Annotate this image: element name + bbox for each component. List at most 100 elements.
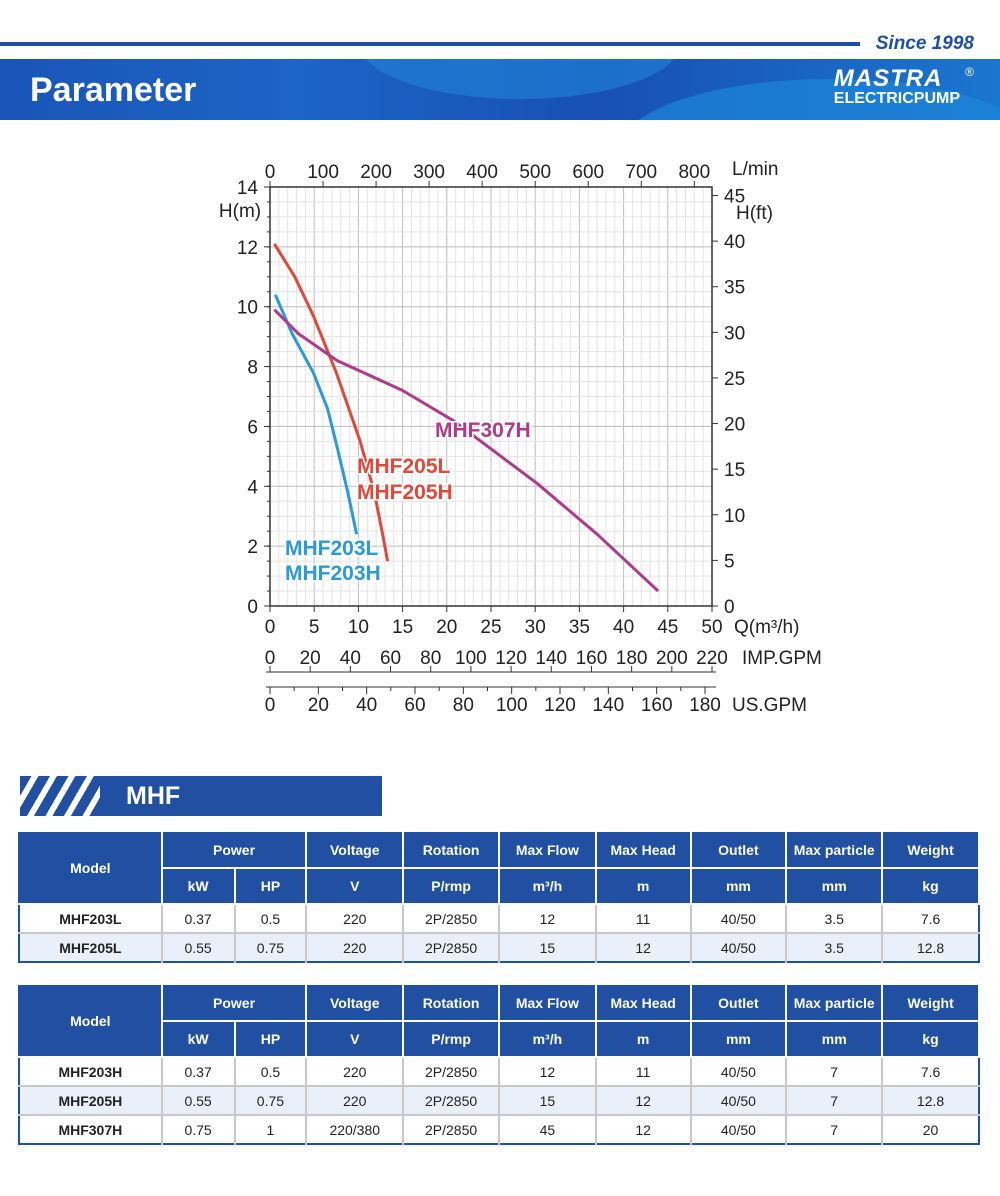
unit-header: m (594, 868, 692, 905)
right-tick-label: 25 (724, 369, 745, 390)
spec-table-l: Model Power Voltage Rotation Max Flow Max Hea… (18, 832, 980, 963)
x-tick-label: 15 (392, 617, 413, 638)
table-cell: 12 (594, 932, 691, 962)
table-row: MHF307H 0.75 1 220/380 2P/2850 45 12 40/50 7 20 (19, 1114, 979, 1144)
series-label: MHF307H (435, 419, 531, 442)
header-max-head: Max Head (594, 985, 692, 1022)
table-cell: 1 (233, 1114, 307, 1144)
top-tick-label: 300 (413, 162, 445, 183)
header-rotation: Rotation (402, 985, 500, 1022)
unit-header: mm (785, 868, 884, 905)
unit-header: V (305, 868, 405, 905)
top-tick-label: 500 (519, 162, 551, 183)
logo-subtitle: ELECTRICPUMP (833, 90, 960, 107)
unit-header: mm (689, 868, 788, 905)
us-tick-label: 60 (404, 695, 425, 716)
unit-header: P/rmp (402, 1021, 500, 1058)
right-axis-label: H(ft) (736, 203, 773, 224)
table-cell: 220 (305, 1057, 404, 1086)
x-tick-label: 20 (436, 617, 457, 638)
x-tick-label: 45 (657, 617, 678, 638)
header-max-particle: Max particle (785, 985, 884, 1022)
table-cell: MHF205H (19, 1085, 162, 1115)
table-cell: 11 (594, 1057, 691, 1086)
section-banner: MHF (20, 776, 382, 816)
table-row: MHF203L 0.37 0.5 220 2P/2850 12 11 40/50 3.5 7.6 (19, 904, 979, 933)
us-tick-label: 0 (265, 695, 276, 716)
table-cell: 0.5 (233, 1057, 307, 1086)
unit-header: mm (689, 1021, 788, 1058)
series-label: MHF203H (285, 562, 381, 585)
right-tick-label: 20 (724, 415, 745, 436)
series-label: MHF205H (357, 481, 453, 504)
y-axis-label: H(m) (219, 201, 261, 222)
y-tick-label: 8 (247, 358, 258, 379)
header-rule (0, 42, 860, 46)
table-cell: 2P/2850 (402, 1085, 499, 1115)
table-cell: 7.6 (881, 1057, 979, 1086)
table-row: MHF203H 0.37 0.5 220 2P/2850 12 11 40/50 7 7.6 (19, 1057, 979, 1086)
table-cell: 12 (594, 1114, 691, 1144)
table-row: MHF205L 0.55 0.75 220 2P/2850 15 12 40/50 3.5 12.… (19, 932, 979, 962)
us-tick-label: 80 (453, 695, 474, 716)
us-tick-label: 40 (356, 695, 377, 716)
right-tick-label: 15 (724, 460, 745, 481)
imp-tick-label: 80 (420, 648, 441, 669)
y-tick-label: 12 (237, 238, 258, 259)
unit-header: kW (161, 1021, 236, 1058)
top-tick-label: 700 (625, 162, 657, 183)
unit-header: m³/h (498, 1021, 597, 1058)
x-tick-label: 40 (613, 617, 634, 638)
header-max-particle: Max particle (785, 832, 884, 869)
header-power: Power (160, 832, 308, 869)
unit-header: m (594, 1021, 692, 1058)
header-max-flow: Max Flow (498, 832, 597, 869)
us-tick-label: 120 (544, 695, 576, 716)
series-label: MHF205L (357, 455, 451, 478)
unit-header: mm (785, 1021, 884, 1058)
top-tick-label: 200 (360, 162, 392, 183)
right-tick-label: 40 (724, 232, 745, 253)
table-cell: 40/50 (689, 904, 787, 933)
brand-logo: MASTRA ELECTRICPUMP ® (833, 65, 974, 107)
top-tick-label: 600 (572, 162, 604, 183)
imp-tick-label: 180 (616, 648, 648, 669)
x-axis-label: Q(m³/h) (734, 617, 799, 638)
imp-tick-label: 0 (265, 648, 276, 669)
registered-icon: ® (965, 65, 974, 79)
table-cell: 12 (498, 1057, 596, 1086)
table-cell: 15 (498, 1085, 596, 1115)
table-cell: 0.75 (233, 1085, 307, 1115)
x-tick-label: 0 (265, 617, 276, 638)
unit-header: P/rmp (402, 868, 500, 905)
table-cell: MHF205L (19, 932, 162, 962)
stripes-decoration (20, 776, 100, 816)
imp-tick-label: 160 (576, 648, 608, 669)
table-cell: 12.8 (881, 1085, 979, 1115)
table-cell: 12 (498, 904, 596, 933)
table-cell: 12 (594, 1085, 691, 1115)
table-cell: 0.37 (160, 904, 235, 933)
us-tick-label: 140 (592, 695, 624, 716)
page-title: Parameter (30, 71, 197, 109)
banner: Parameter MASTRA ELECTRICPUMP ® (0, 59, 1000, 120)
banner-wave (360, 59, 680, 99)
table-cell: 220 (305, 1085, 404, 1115)
table-cell: 0.37 (160, 1057, 235, 1086)
table-cell: 12.8 (881, 932, 979, 962)
imp-tick-label: 20 (300, 648, 321, 669)
top-tick-label: 0 (265, 162, 276, 183)
header-outlet: Outlet (689, 832, 788, 869)
spec-table-h: Model Power Voltage Rotation Max Flow Max Hea… (18, 985, 980, 1145)
right-tick-label: 30 (724, 323, 745, 344)
table-cell: MHF203L (59, 910, 122, 927)
x-tick-label: 10 (348, 617, 369, 638)
imp-tick-label: 140 (535, 648, 567, 669)
table-row: MHF205H 0.55 0.75 220 2P/2850 15 12 40/50 7 12.8 (19, 1085, 979, 1115)
y-tick-label: 4 (247, 477, 258, 498)
y-tick-label: 6 (247, 417, 258, 438)
top-axis-label: L/min (732, 159, 778, 180)
table-cell: 2P/2850 (402, 904, 499, 933)
right-tick-label: 35 (724, 278, 745, 299)
